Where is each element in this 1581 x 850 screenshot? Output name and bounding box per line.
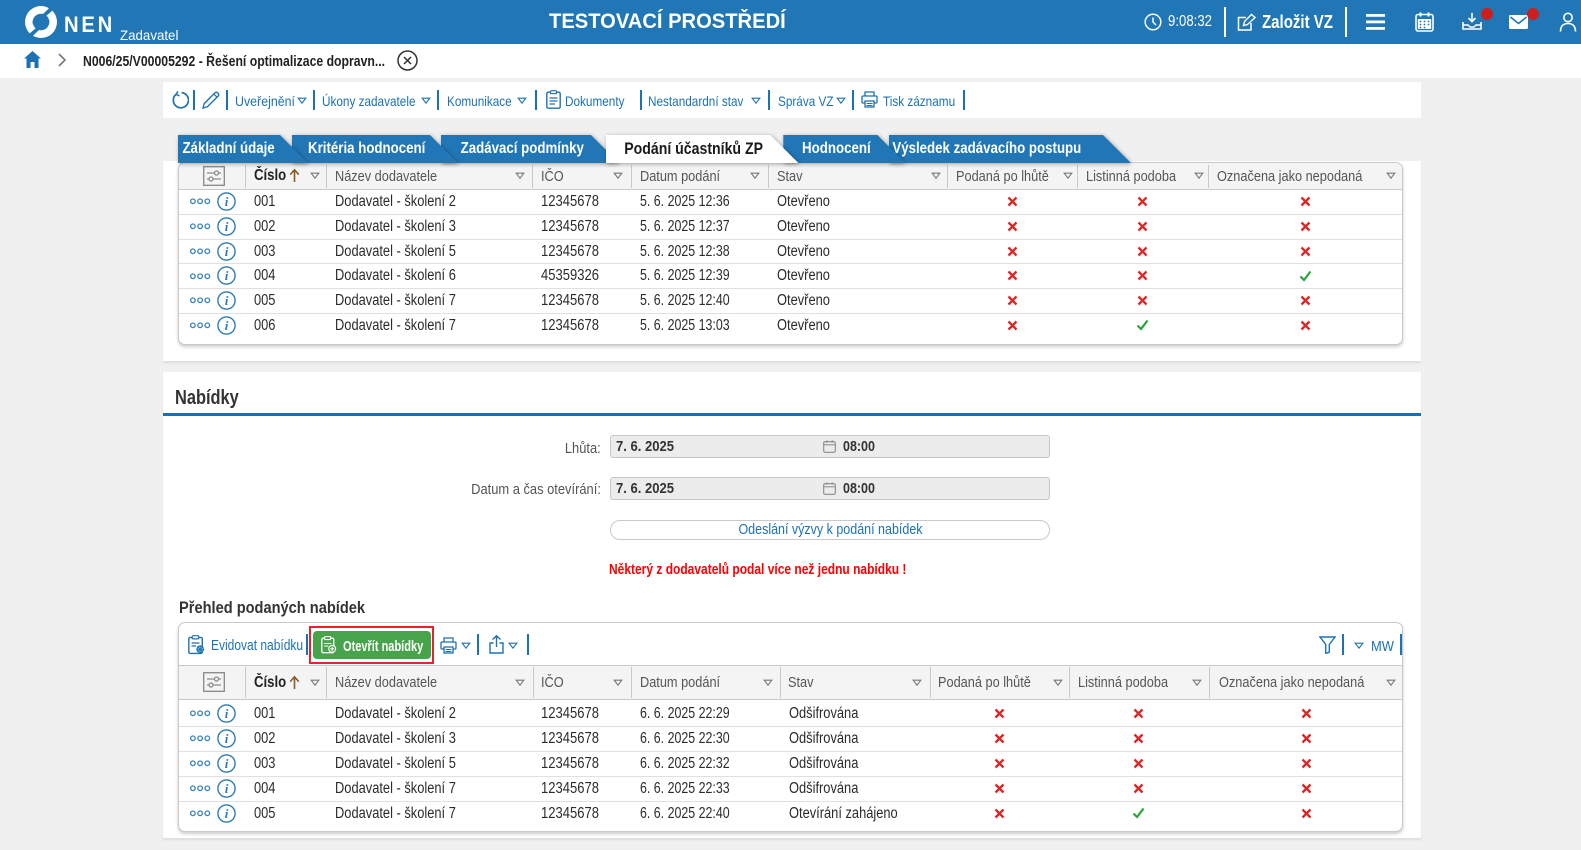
svg-text:i: i (225, 293, 229, 308)
svg-text:i: i (225, 194, 229, 209)
svg-text:i: i (225, 706, 229, 721)
svg-text:i: i (225, 756, 229, 771)
svg-text:i: i (225, 268, 229, 283)
svg-text:i: i (225, 244, 229, 259)
svg-text:i: i (225, 219, 229, 234)
svg-text:i: i (225, 806, 229, 821)
svg-text:i: i (225, 781, 229, 796)
svg-text:i: i (225, 731, 229, 746)
svg-text:i: i (225, 318, 229, 333)
